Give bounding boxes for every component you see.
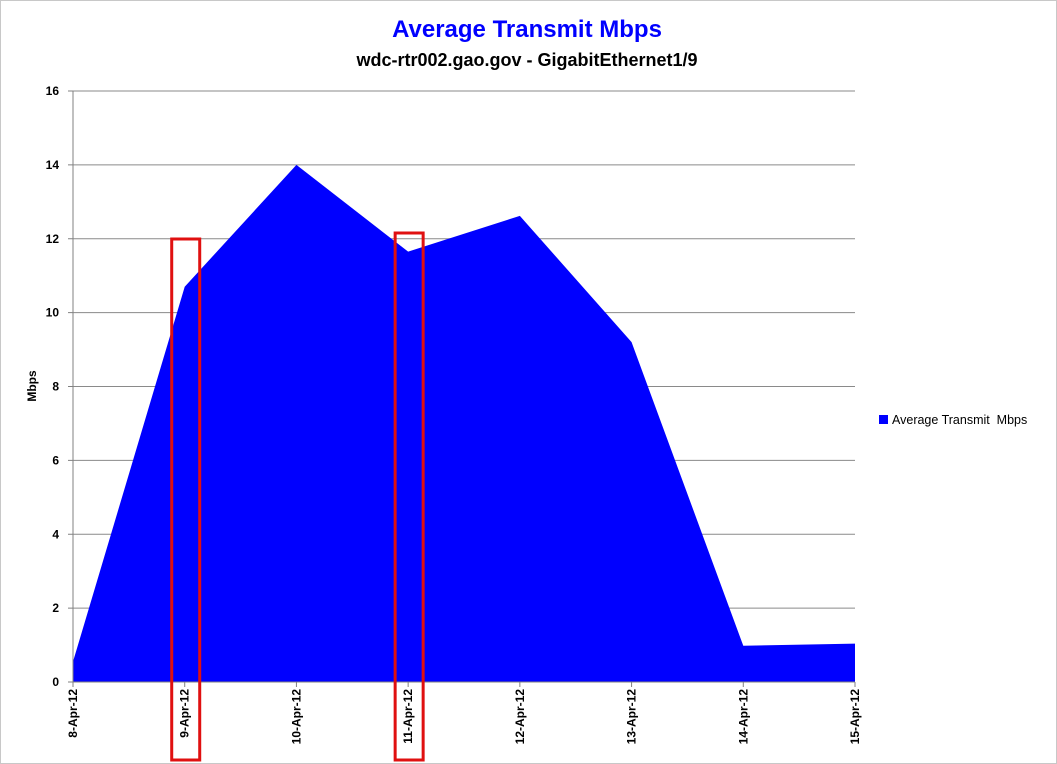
- chart-subtitle: wdc-rtr002.gao.gov - GigabitEthernet1/9: [355, 50, 697, 70]
- x-tick-label: 8-Apr-12: [66, 689, 80, 738]
- x-tick-label: 14-Apr-12: [736, 689, 750, 745]
- x-tick-label: 12-Apr-12: [513, 689, 527, 745]
- y-axis-label: Mbps: [25, 370, 39, 402]
- y-tick-label: 8: [52, 380, 59, 394]
- y-tick-labels: 0 2 4 6 8 10 12 14 16: [46, 84, 60, 689]
- y-tick-label: 16: [46, 84, 60, 98]
- y-tick-label: 10: [46, 306, 60, 320]
- series-area-0: [73, 164, 855, 682]
- legend: Average Transmit Mbps: [879, 413, 1027, 427]
- x-tick-label: 9-Apr-12: [178, 689, 192, 738]
- x-tick-labels: 8-Apr-12 9-Apr-12 10-Apr-12 11-Apr-12 12-Apr…: [66, 689, 862, 745]
- y-tick-label: 4: [52, 527, 59, 541]
- x-tick-label: 13-Apr-12: [625, 689, 639, 745]
- legend-swatch: [879, 415, 888, 424]
- y-tick-label: 6: [52, 453, 59, 467]
- highlight-box: [170, 237, 202, 762]
- highlight-box: [393, 231, 425, 762]
- chart-title: Average Transmit Mbps: [392, 16, 662, 43]
- y-tick-label: 2: [52, 601, 59, 615]
- y-tick-label: 0: [52, 675, 59, 689]
- legend-label: Average Transmit Mbps: [892, 413, 1027, 427]
- x-tick-label: 15-Apr-12: [848, 689, 862, 745]
- y-tick-label: 14: [46, 158, 60, 172]
- x-tick-label: 11-Apr-12: [401, 689, 415, 744]
- x-tick-label: 10-Apr-12: [289, 689, 303, 745]
- y-tick-label: 12: [46, 232, 60, 246]
- series-area: [73, 164, 855, 682]
- annotations: [170, 231, 425, 762]
- axes: [68, 90, 856, 687]
